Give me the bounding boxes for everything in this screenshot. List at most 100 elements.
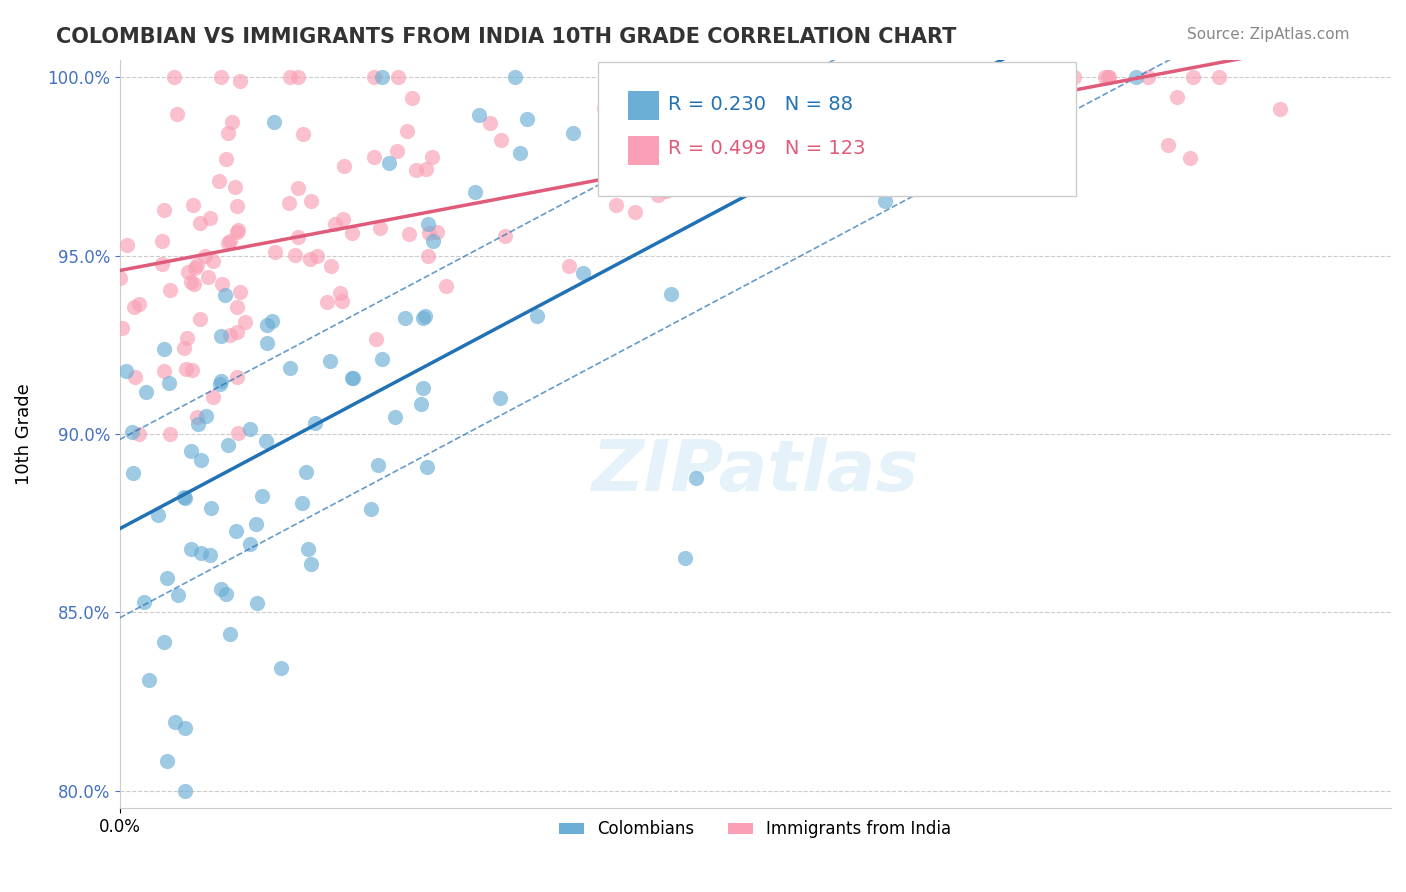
Point (162, 70, 184, 85)
Point (111, 321, 134, 335)
Point (226, 225, 249, 239)
Text: ZIPatlas: ZIPatlas (592, 437, 920, 506)
Point (146, 508, 169, 522)
Point (256, 318, 278, 333)
Point (264, 245, 287, 260)
Point (217, 236, 239, 251)
Point (647, 187, 669, 202)
Text: R = 0.499   N = 123: R = 0.499 N = 123 (668, 139, 865, 159)
Point (184, 260, 207, 275)
Point (1157, 137, 1180, 152)
Point (721, 135, 744, 149)
Point (659, 119, 682, 133)
Point (516, 112, 538, 127)
Point (494, 228, 516, 243)
Point (333, 159, 356, 173)
Point (422, 234, 444, 248)
Point (464, 185, 486, 199)
Point (557, 259, 579, 273)
Point (186, 409, 208, 424)
Point (190, 546, 212, 560)
Point (138, 673, 160, 688)
Point (315, 294, 337, 309)
Point (284, 248, 307, 262)
Point (416, 249, 439, 263)
Point (256, 336, 278, 351)
Point (793, 104, 815, 119)
Point (598, 130, 620, 145)
Point (115, 237, 138, 252)
Point (394, 311, 416, 326)
Point (219, 627, 242, 641)
Point (108, 271, 131, 285)
Point (342, 371, 364, 385)
Point (416, 460, 439, 475)
Point (202, 254, 225, 268)
Point (287, 181, 309, 195)
Point (685, 471, 707, 485)
Point (121, 425, 143, 439)
Point (659, 286, 682, 301)
Point (180, 443, 202, 458)
Point (225, 300, 247, 314)
Point (239, 422, 262, 436)
Point (1137, 70, 1160, 85)
Point (297, 541, 319, 556)
Point (561, 126, 583, 140)
Point (186, 258, 208, 272)
Point (152, 363, 174, 377)
Point (434, 278, 457, 293)
Point (132, 595, 155, 609)
Point (287, 70, 309, 85)
Point (208, 174, 231, 188)
Point (1180, 151, 1202, 165)
Point (330, 294, 353, 309)
Point (278, 360, 301, 375)
Point (405, 163, 427, 178)
Point (197, 269, 219, 284)
Point (262, 314, 284, 328)
Point (323, 217, 346, 231)
Point (371, 70, 394, 85)
Point (225, 325, 247, 339)
Point (426, 225, 449, 239)
Point (332, 212, 354, 227)
Point (624, 205, 647, 219)
Point (468, 108, 491, 122)
Point (398, 227, 420, 242)
Point (173, 341, 195, 355)
Point (159, 427, 181, 442)
Point (1182, 70, 1205, 85)
Point (1389, 70, 1406, 85)
Point (378, 156, 401, 170)
Point (124, 370, 146, 384)
Point (1098, 70, 1121, 85)
Point (214, 587, 236, 601)
Point (218, 438, 240, 452)
Point (214, 288, 236, 302)
Point (593, 101, 616, 115)
Point (209, 582, 232, 596)
Point (488, 391, 510, 405)
Point (181, 363, 204, 377)
Text: Source: ZipAtlas.com: Source: ZipAtlas.com (1187, 27, 1350, 42)
Point (299, 557, 322, 571)
Point (478, 115, 501, 129)
Point (176, 331, 198, 345)
Point (418, 226, 440, 240)
Point (526, 309, 548, 323)
Point (225, 369, 247, 384)
Point (250, 489, 273, 503)
Point (198, 549, 221, 563)
Point (263, 115, 285, 129)
Point (202, 390, 225, 404)
Point (305, 249, 328, 263)
Point (384, 409, 406, 424)
Point (167, 588, 190, 602)
Point (401, 91, 423, 105)
Point (211, 277, 233, 291)
Point (150, 234, 173, 248)
Point (571, 266, 593, 280)
Point (769, 106, 792, 120)
Point (363, 150, 385, 164)
